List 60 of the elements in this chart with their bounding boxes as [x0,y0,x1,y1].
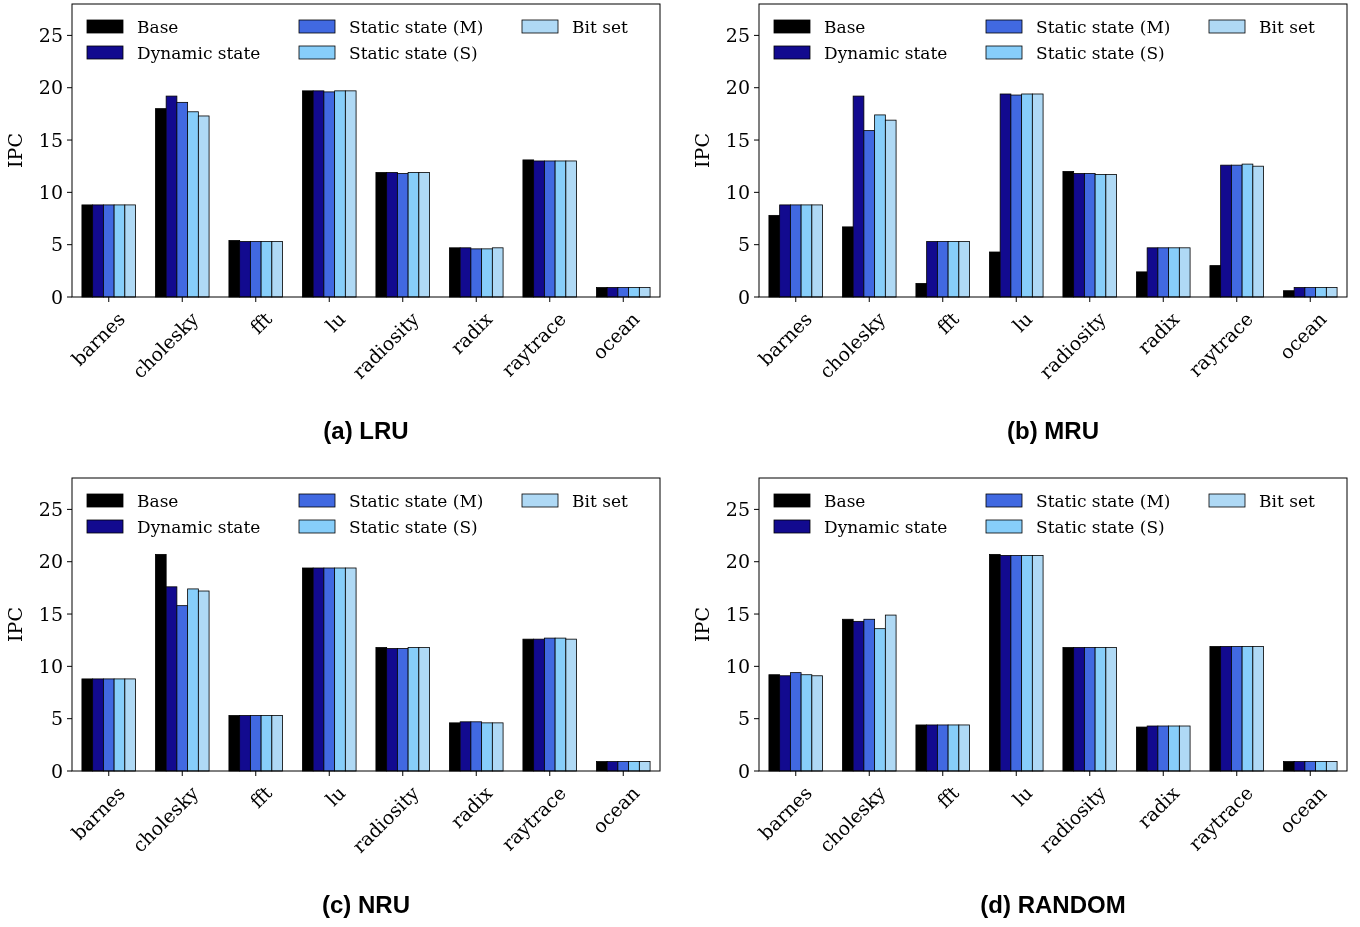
y-tick-label: 20 [38,550,63,573]
x-tick-label: fft [932,307,964,339]
legend-label: Bit set [1259,16,1315,37]
legend-label: Static state (M) [1036,16,1171,37]
y-tick-label: 5 [737,233,750,256]
y-tick-label: 15 [38,602,63,625]
y-tick-label: 15 [38,128,63,151]
legend-label: Dynamic state [137,42,261,63]
text: (c) NRU [322,891,410,918]
y-tick-label: 25 [725,498,750,521]
legend-label: Static state (M) [349,16,484,37]
y-tick-label: 25 [725,24,750,47]
y-tick-label: 15 [725,602,750,625]
legend-label: Bit set [1259,490,1315,511]
y-tick-label: 5 [50,707,63,730]
legend-label: Static state (S) [349,42,478,63]
legend-label: Dynamic state [137,516,261,537]
text: (b) MRU [1007,417,1099,444]
legend-label: Bit set [572,16,628,37]
y-tick-label: 5 [737,707,750,730]
y-tick-label: 0 [50,759,63,782]
legend-label: Base [824,16,866,37]
legend-label: Base [824,490,866,511]
x-tick-label: lu [1007,781,1037,811]
x-tick-label: fft [932,781,964,813]
x-tick-label: lu [1007,307,1037,337]
x-tick-label: lu [320,781,350,811]
y-tick-label: 25 [38,24,63,47]
y-tick-label: 0 [737,759,750,782]
legend-label: Dynamic state [824,42,948,63]
text: (d) RANDOM [980,891,1126,918]
x-tick-label: fft [245,781,277,813]
y-axis-title: IPC [691,607,713,642]
legend-label: Static state (S) [1036,516,1165,537]
legend-label: Static state (M) [1036,490,1171,511]
y-tick-label: 0 [737,285,750,308]
y-tick-label: 25 [38,498,63,521]
x-tick-label: fft [245,307,277,339]
legend-label: Dynamic state [824,516,948,537]
y-tick-label: 10 [38,181,63,204]
legend-label: Static state (M) [349,490,484,511]
y-tick-label: 10 [725,655,750,678]
y-axis-title: IPC [691,133,713,168]
legend-label: Static state (S) [349,516,478,537]
y-tick-label: 10 [725,181,750,204]
legend-label: Base [137,16,179,37]
legend-label: Base [137,490,179,511]
legend-label: Static state (S) [1036,42,1165,63]
y-tick-label: 0 [50,285,63,308]
y-tick-label: 20 [38,76,63,99]
y-axis-title: IPC [4,607,26,642]
x-tick-label: lu [320,307,350,337]
y-tick-label: 10 [38,655,63,678]
y-tick-label: 20 [725,550,750,573]
y-axis-title: IPC [4,133,26,168]
y-tick-label: 15 [725,128,750,151]
legend-label: Bit set [572,490,628,511]
y-tick-label: 5 [50,233,63,256]
y-tick-label: 20 [725,76,750,99]
text: (a) LRU [323,417,409,444]
